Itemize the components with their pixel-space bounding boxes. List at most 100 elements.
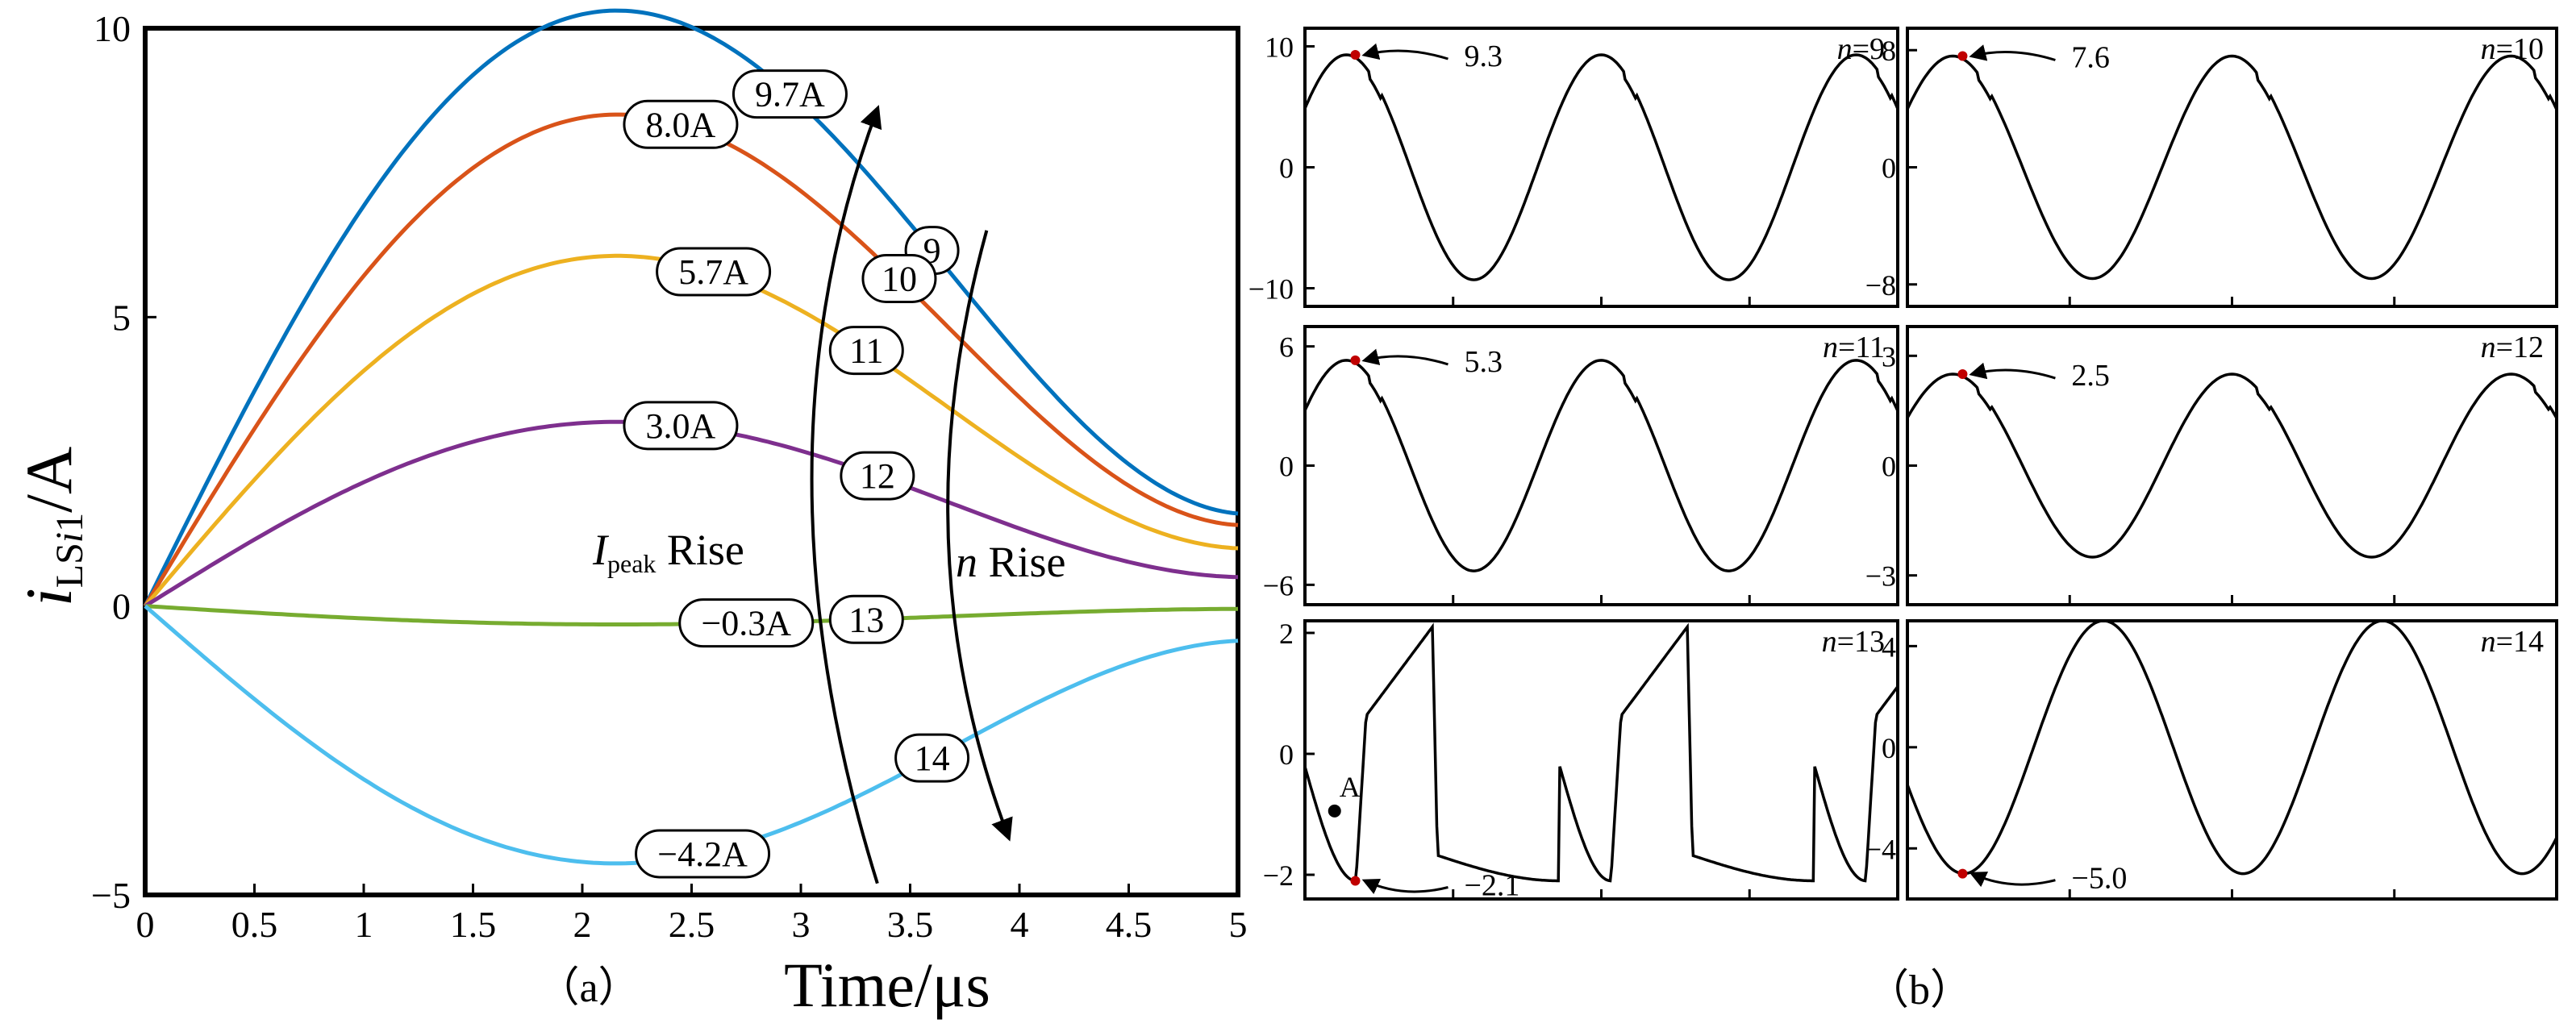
n-label-13-box — [828, 594, 904, 644]
peak-value-label: 7.6 — [2071, 41, 2110, 75]
x-axis-label: Time/μs — [784, 950, 990, 1020]
n-label-10-box — [861, 253, 937, 303]
sub-y-tick-label: 0 — [1279, 739, 1294, 771]
sub-n-label: n=10 — [2481, 32, 2544, 66]
sub-y-tick-label: 4 — [1882, 630, 1896, 663]
x-tick-label: 2 — [573, 904, 592, 945]
peak-arrow — [1361, 43, 1448, 60]
y-tick-label: 10 — [94, 8, 131, 49]
sub-y-tick-label: 0 — [1882, 152, 1896, 185]
n-rise-label: n Rise — [956, 538, 1066, 586]
point-a-label: A — [1340, 771, 1361, 803]
sub-n-label: n=12 — [2481, 331, 2544, 364]
x-tick-label: 5 — [1229, 904, 1248, 945]
y-label-sub-one: 1 — [48, 513, 91, 532]
peak-label-n14-box — [635, 829, 771, 879]
sub-series-line — [1303, 359, 1899, 572]
n-tail: Rise — [977, 538, 1066, 586]
peak-arrow — [1969, 872, 2056, 888]
x-tick-label: 2.5 — [669, 904, 715, 945]
n-label-11-text: 11 — [849, 331, 883, 371]
peak-label-n12-box — [623, 401, 739, 451]
peak-label-n14: −4.2A — [635, 829, 771, 879]
n-label-11: 11 — [828, 326, 904, 376]
x-tick-label: 4.5 — [1106, 904, 1153, 945]
sub-series-line — [1906, 54, 2558, 281]
peak-label-n13-text: −0.3A — [701, 604, 791, 643]
point-a-marker — [1328, 804, 1341, 818]
peak-value-label: −5.0 — [2071, 862, 2127, 896]
peak-value-label: 2.5 — [2071, 359, 2110, 393]
sub-y-tick-label: 0 — [1279, 152, 1294, 185]
sub-chart-frame — [1303, 325, 1899, 606]
y-tick-label: 5 — [112, 297, 131, 338]
n-label-14-box — [894, 733, 970, 783]
peak-arrow — [1361, 348, 1448, 366]
peak-label-n11: 5.7A — [656, 247, 772, 297]
sub-y-tick-label: 8 — [1882, 35, 1896, 67]
sub-y-tick-label: −2 — [1263, 859, 1294, 892]
x-tick-label: 0.5 — [231, 904, 278, 945]
sub-chart-n9: 10 0 −10 9.3 n=9 — [1248, 27, 1899, 308]
n-label-13: 13 — [828, 594, 904, 644]
sub-y-tick-label: 3 — [1882, 340, 1896, 372]
sub-n-label: n=9 — [1837, 32, 1885, 66]
peak-marker — [1957, 868, 1968, 879]
sub-series-line — [1303, 53, 1899, 281]
y-label-main: i — [12, 588, 85, 606]
sub-y-tick-label: −8 — [1865, 269, 1896, 302]
peak-label-n11-box — [656, 247, 772, 297]
sub-chart-frame — [1303, 27, 1899, 308]
sub-chart-n13: 2 0 −2 −2.1 An=13 — [1263, 618, 1899, 903]
x-tick-label: 1.5 — [450, 904, 497, 945]
y-axis-label: iLSi1/A — [12, 447, 91, 606]
peak-label-n9: 9.7A — [732, 69, 848, 119]
y-label-sub: LS — [48, 543, 91, 588]
peak-marker — [1350, 876, 1361, 886]
n-label-12: 12 — [840, 451, 915, 501]
x-tick-label: 0 — [136, 904, 155, 945]
sub-y-tick-label: 6 — [1279, 331, 1294, 364]
peak-marker — [1957, 369, 1968, 380]
caption-b: （b） — [1867, 968, 1972, 1013]
sub-chart-frame — [1906, 27, 2558, 308]
peak-label-n9-text: 9.7A — [755, 75, 825, 114]
sub-y-tick-label: −6 — [1263, 569, 1294, 601]
n-label-12-box — [840, 451, 915, 501]
sub-y-tick-label: 10 — [1265, 31, 1294, 64]
n-label-14: 14 — [894, 733, 970, 783]
caption-a: （a） — [537, 965, 640, 1011]
chart-a-frame — [143, 26, 1240, 897]
sub-chart-n11: 6 0 −6 5.3 n=11 — [1263, 325, 1899, 606]
peak-value-label: 9.3 — [1464, 40, 1503, 73]
peak-marker — [1350, 50, 1361, 60]
n-label-11-box — [828, 326, 904, 376]
sub-chart-frame — [1906, 619, 2558, 901]
x-tick-label: 1 — [355, 904, 373, 945]
n-label-10: 10 — [861, 253, 937, 303]
sub-y-tick-label: 0 — [1882, 451, 1896, 483]
sub-chart-n14: 4 0 −4 −5.0 n=14 — [1865, 619, 2558, 901]
peak-arrow — [1361, 878, 1448, 895]
ipeak-main: I — [592, 526, 610, 574]
n-label-12-text: 12 — [860, 456, 895, 496]
sub-chart-n12: 3 0 −3 2.5 n=12 — [1865, 325, 2558, 606]
n-main: n — [956, 538, 977, 586]
peak-arrow — [1969, 362, 2056, 380]
peak-marker — [1350, 355, 1361, 365]
ipeak-rise-arrow — [810, 105, 882, 884]
peak-label-n10-box — [623, 99, 739, 149]
peak-value-label: 5.3 — [1464, 345, 1503, 379]
series-line-n9 — [143, 8, 1239, 607]
n-label-10-text: 10 — [882, 259, 917, 298]
peak-label-n9-box — [732, 69, 848, 119]
y-tick-label: 0 — [112, 586, 131, 627]
n-rise-arrow — [946, 230, 1013, 842]
peak-label-n14-text: −4.2A — [657, 834, 748, 874]
sub-n-label: n=14 — [2481, 625, 2544, 659]
x-tick-label: 3 — [792, 904, 811, 945]
